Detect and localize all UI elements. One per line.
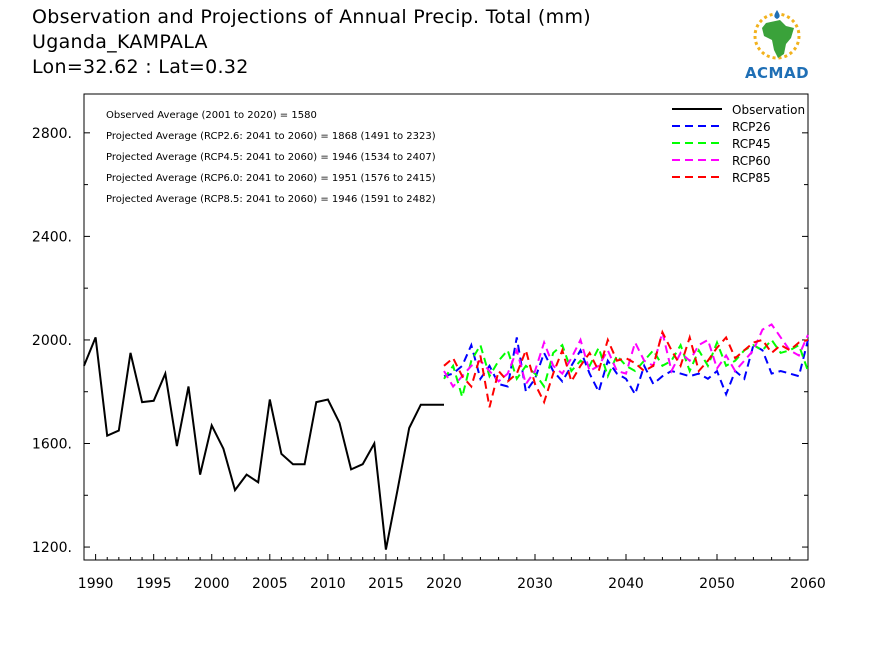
- y-tick-label: 1200.: [32, 540, 72, 556]
- chart-title: Observation and Projections of Annual Pr…: [32, 6, 591, 28]
- annotation-text: Projected Average (RCP6.0: 2041 to 2060)…: [106, 173, 436, 184]
- legend-label: RCP45: [732, 137, 771, 151]
- legend-label: RCP60: [732, 154, 771, 168]
- africa-map-sun-logo: [753, 10, 801, 60]
- acmad-logo: ACMAD: [736, 8, 818, 84]
- annotation-text: Projected Average (RCP2.6: 2041 to 2060)…: [106, 131, 436, 142]
- annotation-text: Projected Average (RCP8.5: 2041 to 2060)…: [106, 194, 436, 205]
- plot-area-frame: [83, 93, 809, 561]
- y-tick-label: 1600.: [32, 437, 72, 453]
- x-tick-label: 2000: [194, 576, 230, 592]
- x-tick-label: 2060: [790, 576, 826, 592]
- y-tick-label: 2400.: [32, 229, 72, 245]
- series-line-observation: [83, 337, 444, 550]
- annotation-text: Observed Average (2001 to 2020) = 1580: [106, 110, 317, 121]
- x-tick-label: 2050: [699, 576, 735, 592]
- annotation-text: Projected Average (RCP4.5: 2041 to 2060)…: [106, 152, 436, 163]
- x-tick-label: 2005: [252, 576, 288, 592]
- x-tick-label: 2020: [426, 576, 462, 592]
- y-tick-label: 2000.: [32, 333, 72, 349]
- legend-label: RCP26: [732, 120, 771, 134]
- x-tick-label: 2040: [608, 576, 644, 592]
- x-tick-label: 1995: [136, 576, 172, 592]
- y-tick-label: 2800.: [32, 126, 72, 142]
- x-tick-label: 2015: [368, 576, 404, 592]
- legend-label: Observation: [732, 103, 805, 117]
- series-line-rcp60: [443, 323, 809, 389]
- legend-label: RCP85: [732, 171, 771, 185]
- x-tick-label: 2010: [310, 576, 346, 592]
- logo-text: ACMAD: [744, 64, 810, 82]
- coordinates-label: Lon=32.62 : Lat=0.32: [32, 56, 249, 78]
- x-tick-label: 2030: [517, 576, 553, 592]
- location-name: Uganda_KAMPALA: [32, 31, 208, 53]
- series-line-rcp85: [443, 329, 809, 408]
- series-line-rcp26: [443, 337, 809, 398]
- x-tick-label: 1990: [78, 576, 114, 592]
